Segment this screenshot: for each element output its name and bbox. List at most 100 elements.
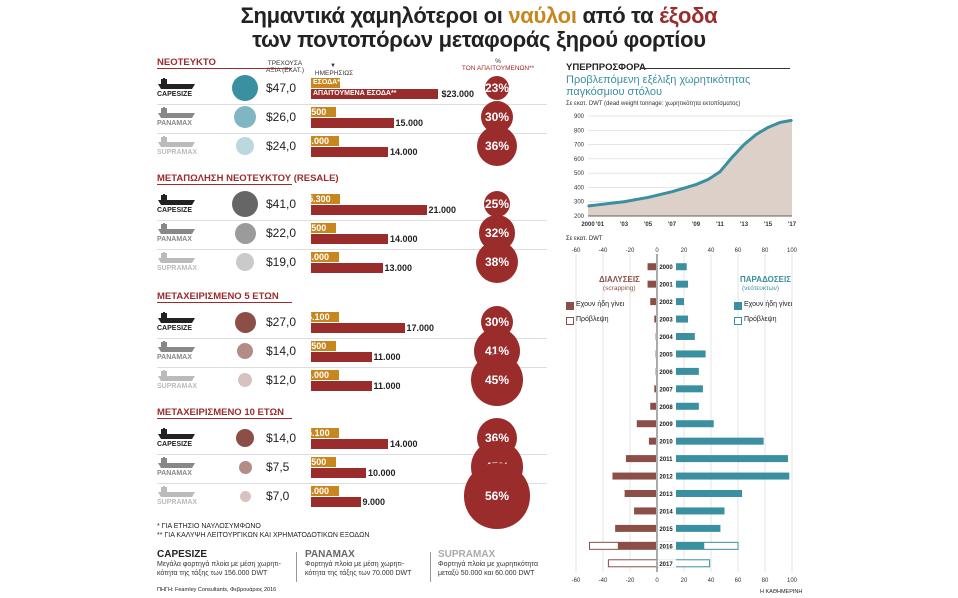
data-point — [623, 200, 625, 203]
data-point — [707, 178, 709, 181]
ship-label: PANAMAX — [157, 120, 192, 127]
income-label: 4.500 — [303, 457, 327, 467]
required-bar — [311, 234, 388, 244]
y-tick-label: 300 — [574, 200, 585, 206]
section-rule — [157, 184, 292, 185]
value-circle — [236, 429, 254, 447]
required-legend: ΑΠΑΙΤΟΥΜΕΝΑ ΕΣΟΔΑ** — [313, 90, 397, 97]
legend-deliveries-done: Εχουν ήδη γίνει — [744, 301, 793, 308]
y-tick-label: 200 — [574, 214, 585, 220]
demolition-bar — [636, 420, 657, 428]
y-tick-label: 900 — [574, 114, 585, 120]
year-label: 2013 — [659, 492, 673, 498]
year-label: 2004 — [659, 335, 673, 341]
x-tick-label-bottom: -60 — [572, 578, 581, 584]
year-label: 2008 — [659, 405, 673, 411]
current-value: $14,0 — [266, 344, 297, 358]
row-separator — [157, 133, 547, 134]
chart1-unit: Σε εκατ. DWT (dead weight tonnage: χωρητ… — [566, 101, 741, 107]
data-point — [719, 170, 721, 173]
data-point — [791, 119, 793, 122]
x-tick-label-top: 100 — [787, 248, 798, 254]
credit: Η ΚΑΘΗΜΕΡΙΝΗ — [760, 589, 803, 595]
value-circle — [237, 343, 253, 359]
x-tick-label-top: 20 — [681, 248, 688, 254]
delivery-bar — [657, 437, 764, 445]
deliveries-demolitions-chart: -60 -60 -40 -40 -20 -20 0 0 20 20 40 40 60 60 80 80 100 1… — [572, 248, 798, 584]
data-point — [635, 198, 637, 201]
value-circle — [236, 137, 254, 155]
year-label: 2012 — [659, 475, 673, 481]
x-tick-label-top: -20 — [626, 248, 635, 254]
x-tick-label: '15 — [764, 222, 773, 228]
income-bar — [311, 486, 339, 496]
section-title: ΜΕΤΑΧΕΙΡΙΣΜΕΝΟ 5 ΕΤΩΝ — [157, 291, 279, 302]
demolition-bar — [654, 385, 657, 393]
x-tick-label-bottom: -40 — [599, 578, 608, 584]
income-bar — [311, 78, 341, 88]
right-section-title: ΥΠΕΡΠΡΟΣΦΟΡΑ — [566, 62, 646, 73]
delivery-bar — [657, 367, 699, 375]
section-rule — [157, 418, 292, 419]
delivery-bar — [657, 350, 706, 358]
section-title: ΜΕΤΑΠΩΛΗΣΗ ΝΕΟΤΕΥΚΤΟΥ (RESALE) — [157, 173, 339, 184]
x-tick-label-bottom: 20 — [681, 578, 688, 584]
pct-circle: 23% — [485, 76, 509, 100]
pct-label: 23% — [484, 81, 510, 95]
data-point — [671, 190, 673, 193]
x-tick-label-bottom: 0 — [655, 578, 659, 584]
ship-icon — [158, 223, 195, 234]
y-tick-label: 700 — [574, 143, 585, 149]
x-tick-label: '03 — [620, 222, 629, 228]
deliveries-title: ΠΑΡΑΔΟΣΕΙΣ — [740, 275, 791, 284]
header-daily: ΗΜΕΡΗΣΙΩΣ — [314, 70, 354, 77]
year-label: 2016 — [659, 544, 673, 550]
pct-circle: 38% — [475, 240, 519, 284]
x-tick-label: '01 — [596, 222, 605, 228]
data-point — [683, 187, 685, 189]
required-label: 15.000 — [395, 118, 424, 128]
demolitions-subtitle: (scrapping) — [603, 285, 636, 292]
legend-deliveries-forecast-swatch — [734, 317, 742, 325]
required-label: 9.000 — [362, 497, 386, 507]
required-label: 14.000 — [390, 147, 418, 157]
current-value: $14,0 — [266, 431, 297, 445]
demolition-bar — [647, 263, 657, 271]
demolition-bar — [624, 490, 657, 497]
current-value: $41,0 — [266, 197, 297, 211]
ship-label: PANAMAX — [157, 236, 192, 243]
required-label: 11.000 — [373, 352, 401, 362]
x-tick-label-top: 40 — [708, 248, 715, 254]
ship-icon — [158, 341, 195, 352]
year-label-bg — [656, 297, 676, 306]
demolition-bar — [650, 298, 657, 306]
required-label: 21.000 — [428, 205, 457, 215]
year-label: 2017 — [659, 562, 673, 568]
section-rule — [157, 68, 292, 69]
required-bar — [311, 381, 372, 391]
current-value: $47,0 — [266, 81, 297, 95]
delivery-bar — [657, 490, 743, 497]
year-label-bg — [656, 541, 676, 550]
demolition-bar — [647, 280, 657, 288]
year-label-bg — [656, 472, 676, 481]
current-value: $22,0 — [266, 226, 297, 240]
data-point — [659, 193, 661, 196]
deliveries-subtitle: (νεότευκτων) — [742, 285, 780, 292]
year-label: 2015 — [659, 527, 673, 533]
required-label: 14.000 — [390, 439, 418, 449]
x-tick-label: '07 — [668, 222, 677, 228]
header-pct: ΤΟΝ ΑΠΑΙΤΟΥΜΕΝΩΝ** — [461, 65, 535, 72]
section-title: ΜΕΤΑΧΕΙΡΙΣΜΕΝΟ 10 ΕΤΩΝ — [157, 407, 284, 418]
year-label-bg — [656, 524, 676, 533]
delivery-bar — [657, 524, 721, 532]
x-tick-label: '13 — [740, 222, 749, 228]
demolition-bar — [625, 455, 657, 463]
footer-capesize: CAPESIZE Μεγάλα φορτηγά πλοία με μέση χωρ… — [157, 549, 281, 578]
required-bar — [311, 205, 427, 215]
row-separator — [157, 249, 547, 250]
year-label-bg — [656, 349, 676, 358]
pct-label: 56% — [484, 489, 510, 503]
chart1-title: Προβλεπόμενη εξέλιξη χωρητικότητας παγκό… — [566, 74, 751, 98]
income-bar — [311, 312, 340, 322]
